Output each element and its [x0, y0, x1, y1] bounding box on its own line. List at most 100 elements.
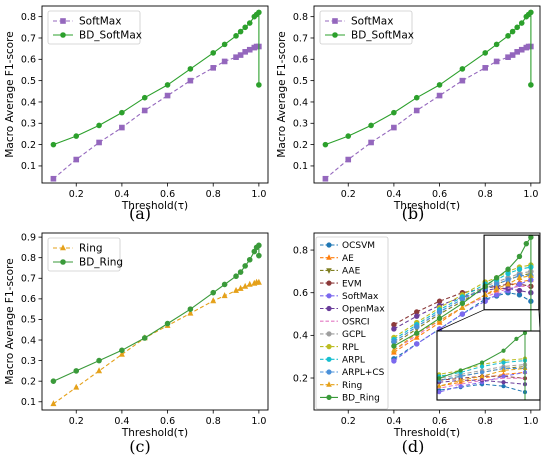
inset-data-point-12-5 [458, 368, 463, 373]
data-point-1-3 [119, 109, 125, 116]
axes-frame [313, 5, 541, 184]
data-point-0-11 [514, 49, 520, 55]
data-point-1-9 [505, 33, 511, 39]
legend-entry: GCPL [342, 330, 366, 340]
data-point-0-8 [493, 58, 500, 65]
data-point-12-5 [493, 275, 500, 281]
x-tick-label: 0.6 [432, 189, 447, 200]
legend-marker [60, 32, 66, 38]
inset-series-line-1 [437, 371, 526, 388]
data-point-0-4 [413, 107, 420, 114]
data-point-11-7 [516, 274, 523, 280]
legend-marker [326, 280, 332, 286]
data-point-1-4 [141, 335, 148, 341]
x-tick-label: 0.2 [69, 189, 84, 200]
data-point-4-1 [414, 341, 420, 347]
data-point-12-1 [414, 330, 420, 336]
data-point-1-5 [436, 82, 443, 88]
data-point-0-12 [246, 46, 253, 53]
inset-data-point-0-7 [501, 384, 506, 389]
inset-data-point-2-3 [394, 391, 398, 395]
inset-data-point-1-0 [266, 437, 270, 441]
data-point-0-1 [345, 156, 352, 163]
data-point-0-12 [518, 46, 525, 53]
data-point-1-3 [119, 347, 125, 354]
inset-data-point-2-0 [266, 430, 270, 434]
data-point-0-6 [459, 77, 466, 84]
data-point-0-6 [187, 77, 194, 84]
legend-marker [326, 381, 332, 387]
data-point-12-6 [505, 266, 511, 272]
data-point-0-11 [242, 282, 249, 289]
legend-marker [332, 18, 338, 24]
data-point-1-6 [187, 306, 194, 312]
inset-data-point-11-3 [394, 396, 398, 400]
legend-entry: SoftMax [351, 16, 393, 28]
series-line-4 [393, 279, 532, 362]
data-point-1-2 [96, 357, 102, 364]
y-tick-label: 0.7 [21, 33, 36, 44]
data-point-4-7 [516, 281, 523, 287]
inset-data-point-12-0 [266, 432, 270, 436]
data-point-0-3 [118, 350, 125, 357]
inset-data-point-12-6 [479, 360, 485, 365]
data-point-12-8 [523, 240, 530, 247]
data-point-0-1 [73, 383, 80, 390]
data-point-0-15 [255, 278, 262, 285]
data-point-11-6 [505, 280, 511, 287]
inset-data-point-5-3 [394, 386, 398, 390]
y-tick-label: 0.5 [21, 315, 36, 326]
y-axis-label: Macro Average F1-score [4, 31, 16, 157]
y-tick-label: 0.3 [21, 356, 36, 367]
data-point-1-11 [514, 24, 520, 31]
data-point-1-5 [164, 320, 171, 327]
legend-marker [326, 356, 332, 362]
y-tick-label: 0.4 [21, 97, 36, 108]
data-point-0-10 [237, 284, 244, 291]
x-tick-label: 1.0 [251, 189, 266, 200]
legend-entry: BD_SoftMax [351, 30, 414, 42]
data-point-1-16 [528, 82, 534, 88]
y-tick-label: 0.6 [293, 55, 308, 66]
data-point-1-16 [256, 252, 262, 259]
x-tick-label: 0.8 [206, 189, 221, 200]
y-tick-label: 0.3 [21, 119, 36, 130]
inset-data-point-11-7 [501, 367, 506, 373]
x-tick-label: 0.2 [341, 416, 356, 427]
data-point-0-0 [50, 400, 57, 407]
inset-data-point-8-1 [309, 410, 313, 414]
legend-marker [332, 32, 338, 38]
x-tick-label: 1.0 [251, 416, 266, 427]
x-tick-label: 1.0 [523, 189, 538, 200]
data-point-1-1 [413, 333, 420, 340]
y-tick-label: 0.1 [21, 397, 36, 408]
inset-data-point-7-0 [266, 428, 270, 432]
inset-data-point-11-5 [458, 377, 463, 382]
inset-data-point-7-3 [394, 388, 398, 392]
data-point-0-8 [221, 58, 228, 65]
data-point-0-3 [391, 124, 397, 131]
y-tick-label: 0.9 [21, 232, 36, 243]
x-axis-label: Threshold(τ) [121, 200, 188, 212]
data-point-1-0 [50, 378, 57, 384]
x-tick-label: 0.4 [114, 416, 129, 427]
zoom-connector [538, 309, 541, 332]
inset-data-point-12-9 [522, 331, 528, 336]
data-point-1-7 [210, 289, 217, 296]
inset-data-point-3-3 [394, 382, 398, 386]
data-point-1-16 [256, 82, 262, 88]
inset-data-point-1-3 [394, 396, 398, 400]
data-point-11-0 [391, 346, 397, 353]
x-tick-label: 0.8 [206, 416, 221, 427]
data-point-1-0 [50, 141, 57, 148]
y-tick-label: 0.4 [21, 335, 36, 346]
inset-data-point-0-0 [266, 444, 270, 448]
data-point-1-1 [345, 133, 352, 139]
y-tick-label: 0.8 [21, 12, 36, 23]
legend-entry: ARPL [342, 356, 365, 366]
data-point-0-3 [119, 124, 125, 131]
data-point-1-8 [221, 41, 228, 48]
data-point-0-4 [141, 107, 148, 114]
data-point-5-7 [516, 287, 523, 294]
series-line-0 [393, 292, 532, 360]
